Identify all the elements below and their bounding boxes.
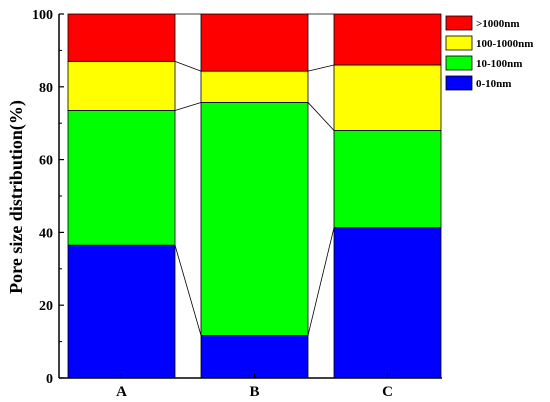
- bar-C->1000nm: [333, 13, 442, 66]
- legend-label: 10-100nm: [476, 58, 522, 70]
- bar-A->1000nm: [67, 13, 176, 62]
- bar-A-100-1000nm: [67, 60, 176, 111]
- legend-label: >1000nm: [476, 18, 520, 30]
- y-tick-label: 60: [39, 154, 53, 169]
- y-tick-label: 100: [32, 8, 53, 23]
- connector-line: [307, 64, 335, 72]
- legend-swatch: [445, 35, 473, 51]
- legend-swatch: [445, 55, 473, 71]
- bars-layer: [67, 13, 442, 379]
- bar-B->1000nm: [200, 13, 309, 72]
- bar-A-0-10nm: [67, 244, 176, 379]
- legend-label: 100-1000nm: [476, 38, 533, 50]
- x-tick-label: B: [249, 384, 259, 400]
- bar-B-100-1000nm: [200, 70, 309, 103]
- legend: >1000nm 100-1000nm 10-100nm 0-10nm: [445, 15, 533, 91]
- connector-line: [174, 102, 202, 111]
- y-tick-label: 20: [39, 299, 53, 314]
- bar-B-10-100nm: [200, 102, 309, 336]
- bar-C-100-1000nm: [333, 64, 442, 131]
- bar-C-0-10nm: [333, 227, 442, 379]
- bar-A-10-100nm: [67, 110, 176, 246]
- connector-line: [174, 245, 202, 336]
- y-tick-label: 0: [46, 372, 53, 387]
- x-tick-label: C: [382, 384, 393, 400]
- legend-label: 0-10nm: [476, 78, 511, 90]
- y-axis-label: Pore size distribution(%): [6, 100, 27, 294]
- connector-line: [307, 102, 335, 131]
- bar-C-10-100nm: [333, 130, 442, 229]
- bar-B-0-10nm: [200, 335, 309, 379]
- connectors-layer: [174, 13, 335, 336]
- y-tick-label: 40: [39, 226, 53, 241]
- x-tick-label: A: [116, 384, 127, 400]
- y-tick-label: 80: [39, 81, 53, 96]
- legend-swatch: [445, 75, 473, 91]
- connector-line: [307, 227, 335, 336]
- axes-layer: 0 20 40 60 80 100 A B C: [32, 8, 442, 400]
- connector-line: [174, 60, 202, 72]
- legend-swatch: [445, 15, 473, 31]
